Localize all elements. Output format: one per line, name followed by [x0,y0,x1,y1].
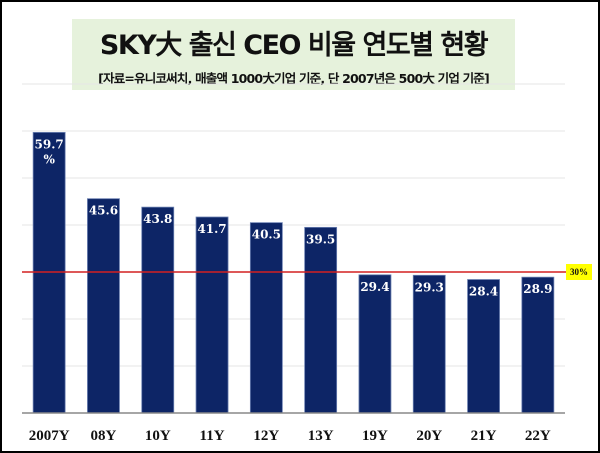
data-label: 28.4 [469,285,498,299]
reference-label-bg [566,264,592,280]
x-tick-label: 20Y [416,428,442,444]
data-label: 59.7 [35,137,64,151]
bar [87,198,120,414]
data-label: 28.9 [523,282,552,296]
data-label: 39.5 [306,232,335,246]
reference-label: 30% [570,267,588,277]
data-label: % [43,152,55,166]
bar [249,222,283,414]
x-tick-label: 11Y [200,428,225,444]
x-tick-label: 12Y [253,428,279,444]
x-tick-label: 08Y [91,428,117,444]
data-label: 41.7 [197,222,226,236]
x-tick-label: 22Y [525,428,551,444]
x-tick-label: 13Y [308,428,334,444]
chart-subtitle: [자료=유니코써치, 매출액 1000大기업 기준, 단 2007년은 500大… [98,71,490,86]
bar [412,274,446,414]
bar [195,216,229,414]
data-label: 45.6 [89,204,118,218]
x-tick-label: 10Y [145,428,171,444]
x-tick-label: 21Y [471,428,497,444]
x-tick-label: 19Y [362,428,388,444]
bar [467,279,500,414]
x-tick-label: 2007Y [29,428,70,444]
data-label: 29.3 [415,280,444,294]
data-label: 29.4 [360,280,389,294]
data-label: 43.8 [143,212,172,226]
chart-title: SKY大 출신 CEO 비율 연도별 현황 [99,30,489,61]
bar [141,206,175,414]
data-label: 40.5 [252,228,281,242]
title-box: SKY大 출신 CEO 비율 연도별 현황 [자료=유니코써치, 매출액 100… [72,19,515,90]
bar [521,276,555,414]
bar [304,226,338,414]
bar [358,274,392,414]
